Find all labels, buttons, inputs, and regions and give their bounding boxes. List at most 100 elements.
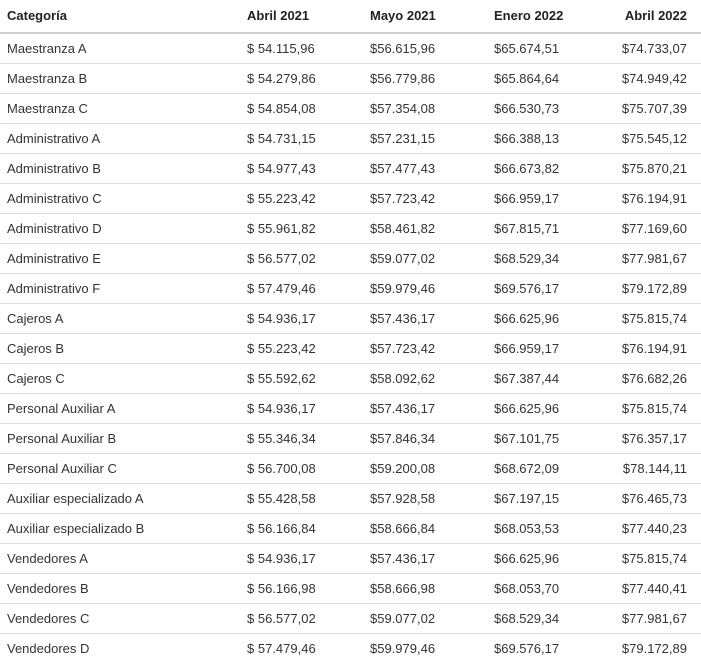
table-row: Administrativo F$ 57.479,46$59.979,46$69… — [0, 274, 701, 304]
cell-abril-2022: $75.815,74 — [618, 544, 701, 574]
cell-abril-2021: $ 55.223,42 — [247, 184, 370, 214]
cell-mayo-2021: $57.477,43 — [370, 154, 494, 184]
cell-categoria: Administrativo F — [0, 274, 247, 304]
table-row: Vendedores C$ 56.577,02$59.077,02$68.529… — [0, 604, 701, 634]
cell-abril-2021: $ 54.279,86 — [247, 64, 370, 94]
cell-categoria: Auxiliar especializado B — [0, 514, 247, 544]
table-row: Auxiliar especializado A$ 55.428,58$57.9… — [0, 484, 701, 514]
cell-categoria: Personal Auxiliar A — [0, 394, 247, 424]
table-row: Auxiliar especializado B$ 56.166,84$58.6… — [0, 514, 701, 544]
cell-enero-2022: $68.053,70 — [494, 574, 618, 604]
cell-abril-2021: $ 54.977,43 — [247, 154, 370, 184]
cell-mayo-2021: $58.092,62 — [370, 364, 494, 394]
cell-abril-2021: $ 55.346,34 — [247, 424, 370, 454]
cell-mayo-2021: $59.077,02 — [370, 604, 494, 634]
cell-mayo-2021: $59.979,46 — [370, 274, 494, 304]
cell-abril-2022: $77.981,67 — [618, 244, 701, 274]
cell-mayo-2021: $57.436,17 — [370, 304, 494, 334]
table-row: Cajeros A$ 54.936,17$57.436,17$66.625,96… — [0, 304, 701, 334]
header-abril-2022: Abril 2022 — [618, 0, 701, 33]
table-row: Personal Auxiliar A$ 54.936,17$57.436,17… — [0, 394, 701, 424]
cell-enero-2022: $66.530,73 — [494, 94, 618, 124]
cell-categoria: Maestranza C — [0, 94, 247, 124]
cell-abril-2021: $ 54.731,15 — [247, 124, 370, 154]
table-row: Administrativo C$ 55.223,42$57.723,42$66… — [0, 184, 701, 214]
cell-enero-2022: $65.674,51 — [494, 33, 618, 64]
cell-abril-2021: $ 54.854,08 — [247, 94, 370, 124]
table-row: Maestranza A$ 54.115,96$56.615,96$65.674… — [0, 33, 701, 64]
cell-categoria: Administrativo D — [0, 214, 247, 244]
cell-categoria: Personal Auxiliar C — [0, 454, 247, 484]
cell-abril-2021: $ 56.166,84 — [247, 514, 370, 544]
cell-abril-2021: $ 55.592,62 — [247, 364, 370, 394]
cell-enero-2022: $66.625,96 — [494, 544, 618, 574]
table-row: Administrativo E$ 56.577,02$59.077,02$68… — [0, 244, 701, 274]
cell-mayo-2021: $57.846,34 — [370, 424, 494, 454]
cell-enero-2022: $66.625,96 — [494, 304, 618, 334]
cell-abril-2021: $ 56.700,08 — [247, 454, 370, 484]
cell-abril-2022: $76.357,17 — [618, 424, 701, 454]
cell-mayo-2021: $57.354,08 — [370, 94, 494, 124]
cell-enero-2022: $66.673,82 — [494, 154, 618, 184]
cell-abril-2022: $76.465,73 — [618, 484, 701, 514]
cell-abril-2022: $78.144,11 — [618, 454, 701, 484]
table-row: Maestranza B$ 54.279,86$56.779,86$65.864… — [0, 64, 701, 94]
cell-abril-2021: $ 54.936,17 — [247, 544, 370, 574]
cell-abril-2022: $75.545,12 — [618, 124, 701, 154]
cell-mayo-2021: $56.779,86 — [370, 64, 494, 94]
cell-abril-2022: $76.682,26 — [618, 364, 701, 394]
cell-enero-2022: $66.388,13 — [494, 124, 618, 154]
cell-abril-2022: $74.733,07 — [618, 33, 701, 64]
header-enero-2022: Enero 2022 — [494, 0, 618, 33]
cell-abril-2021: $ 54.115,96 — [247, 33, 370, 64]
cell-enero-2022: $68.529,34 — [494, 244, 618, 274]
cell-enero-2022: $67.815,71 — [494, 214, 618, 244]
cell-abril-2021: $ 54.936,17 — [247, 304, 370, 334]
cell-abril-2022: $74.949,42 — [618, 64, 701, 94]
cell-abril-2021: $ 56.577,02 — [247, 244, 370, 274]
cell-enero-2022: $66.959,17 — [494, 184, 618, 214]
cell-abril-2021: $ 54.936,17 — [247, 394, 370, 424]
cell-categoria: Administrativo E — [0, 244, 247, 274]
cell-abril-2022: $75.870,21 — [618, 154, 701, 184]
cell-mayo-2021: $57.436,17 — [370, 544, 494, 574]
cell-categoria: Vendedores B — [0, 574, 247, 604]
cell-mayo-2021: $59.200,08 — [370, 454, 494, 484]
cell-enero-2022: $67.197,15 — [494, 484, 618, 514]
table-row: Administrativo B$ 54.977,43$57.477,43$66… — [0, 154, 701, 184]
cell-categoria: Vendedores C — [0, 604, 247, 634]
cell-enero-2022: $67.387,44 — [494, 364, 618, 394]
cell-abril-2022: $77.981,67 — [618, 604, 701, 634]
cell-mayo-2021: $57.928,58 — [370, 484, 494, 514]
cell-abril-2022: $77.440,23 — [618, 514, 701, 544]
cell-mayo-2021: $57.231,15 — [370, 124, 494, 154]
cell-abril-2022: $75.815,74 — [618, 304, 701, 334]
header-row: Categoría Abril 2021 Mayo 2021 Enero 202… — [0, 0, 701, 33]
cell-abril-2021: $ 55.428,58 — [247, 484, 370, 514]
cell-abril-2022: $75.815,74 — [618, 394, 701, 424]
cell-mayo-2021: $59.077,02 — [370, 244, 494, 274]
cell-enero-2022: $68.672,09 — [494, 454, 618, 484]
table-header: Categoría Abril 2021 Mayo 2021 Enero 202… — [0, 0, 701, 33]
cell-abril-2022: $75.707,39 — [618, 94, 701, 124]
cell-enero-2022: $66.959,17 — [494, 334, 618, 364]
cell-enero-2022: $66.625,96 — [494, 394, 618, 424]
cell-abril-2021: $ 55.223,42 — [247, 334, 370, 364]
cell-mayo-2021: $57.436,17 — [370, 394, 494, 424]
table-row: Cajeros B$ 55.223,42$57.723,42$66.959,17… — [0, 334, 701, 364]
cell-enero-2022: $69.576,17 — [494, 274, 618, 304]
cell-abril-2022: $77.440,41 — [618, 574, 701, 604]
table-row: Personal Auxiliar C$ 56.700,08$59.200,08… — [0, 454, 701, 484]
cell-abril-2022: $77.169,60 — [618, 214, 701, 244]
cell-mayo-2021: $58.461,82 — [370, 214, 494, 244]
cell-mayo-2021: $57.723,42 — [370, 184, 494, 214]
cell-abril-2021: $ 55.961,82 — [247, 214, 370, 244]
table-row: Vendedores A$ 54.936,17$57.436,17$66.625… — [0, 544, 701, 574]
cell-abril-2022: $76.194,91 — [618, 334, 701, 364]
cell-abril-2022: $76.194,91 — [618, 184, 701, 214]
cell-abril-2021: $ 57.479,46 — [247, 274, 370, 304]
header-mayo-2021: Mayo 2021 — [370, 0, 494, 33]
cell-categoria: Administrativo B — [0, 154, 247, 184]
cell-mayo-2021: $57.723,42 — [370, 334, 494, 364]
